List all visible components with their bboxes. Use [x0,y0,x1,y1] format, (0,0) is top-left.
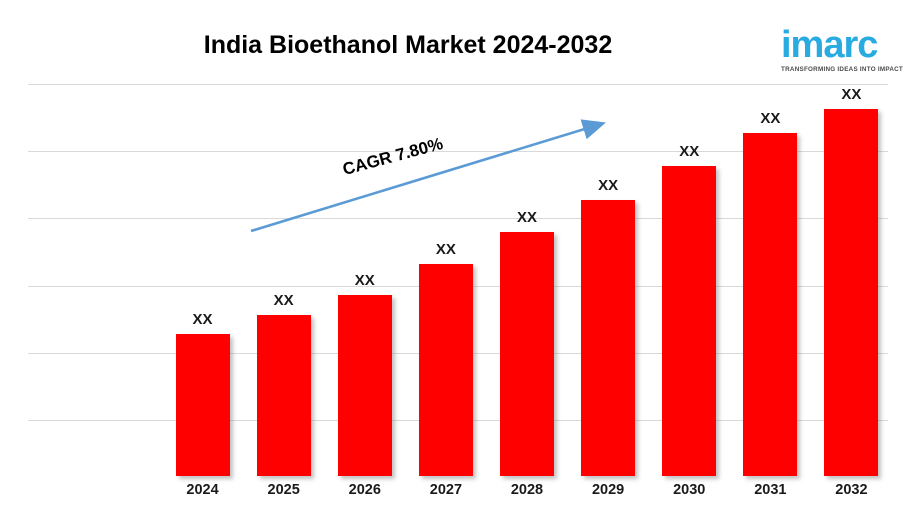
bar-group-2031: XX 2031 [730,84,811,497]
x-axis-label-2027: 2027 [429,482,463,498]
bar-value-label-2031: XX [760,110,781,127]
bar-value-label-2032: XX [841,86,862,104]
x-axis-label-2025: 2025 [267,482,300,498]
imarc-logo: imarc TRANSFORMING IDEAS INTO IMPACT [781,24,904,73]
x-axis-label-2026: 2026 [348,482,381,498]
bar-value-label-2029: XX [598,177,619,194]
bar-group-2025: XX 2025 [243,84,324,497]
bars-row: XX 2024 XX 2025 XX 2026 XX 2027 XX 2028 XX 2029 XX 20… [162,84,892,497]
imarc-logo-wordmark: imarc [781,24,878,66]
bar-2031 [743,133,798,476]
x-axis-label-2031: 2031 [754,482,787,498]
bar-2030 [662,165,717,476]
bar-group-2030: XX 2030 [649,84,730,497]
x-axis-label-2029: 2029 [591,482,625,498]
bar-2024 [175,334,230,476]
bar-2025 [256,314,311,476]
bar-value-label-2026: XX [354,271,375,289]
bar-group-2032: XX 2032 [811,84,892,497]
bar-value-label-2028: XX [516,209,537,227]
bar-group-2028: XX 2028 [486,84,567,497]
bar-2032 [824,109,879,476]
bar-2026 [337,294,392,476]
x-axis-label-2024: 2024 [186,482,219,498]
x-axis-label-2032: 2032 [835,482,868,498]
imarc-logo-tagline: TRANSFORMING IDEAS INTO IMPACT [781,66,904,73]
bar-group-2024: XX 2024 [162,84,243,497]
bar-group-2027: XX 2027 [405,84,486,497]
bar-2029 [581,200,636,476]
bar-value-label-2027: XX [435,240,456,258]
bar-value-label-2030: XX [679,142,700,160]
gridline [28,84,888,85]
bar-group-2026: XX 2026 [324,84,405,497]
bar-2027 [418,263,473,476]
x-axis-label-2030: 2030 [673,482,706,498]
bar-2028 [499,232,554,476]
bar-value-label-2024: XX [192,311,213,329]
chart-title: India Bioethanol Market 2024-2032 [203,31,613,59]
bar-group-2029: XX 2029 [568,84,649,497]
bar-value-label-2025: XX [273,291,294,309]
x-axis-label-2028: 2028 [510,482,544,498]
